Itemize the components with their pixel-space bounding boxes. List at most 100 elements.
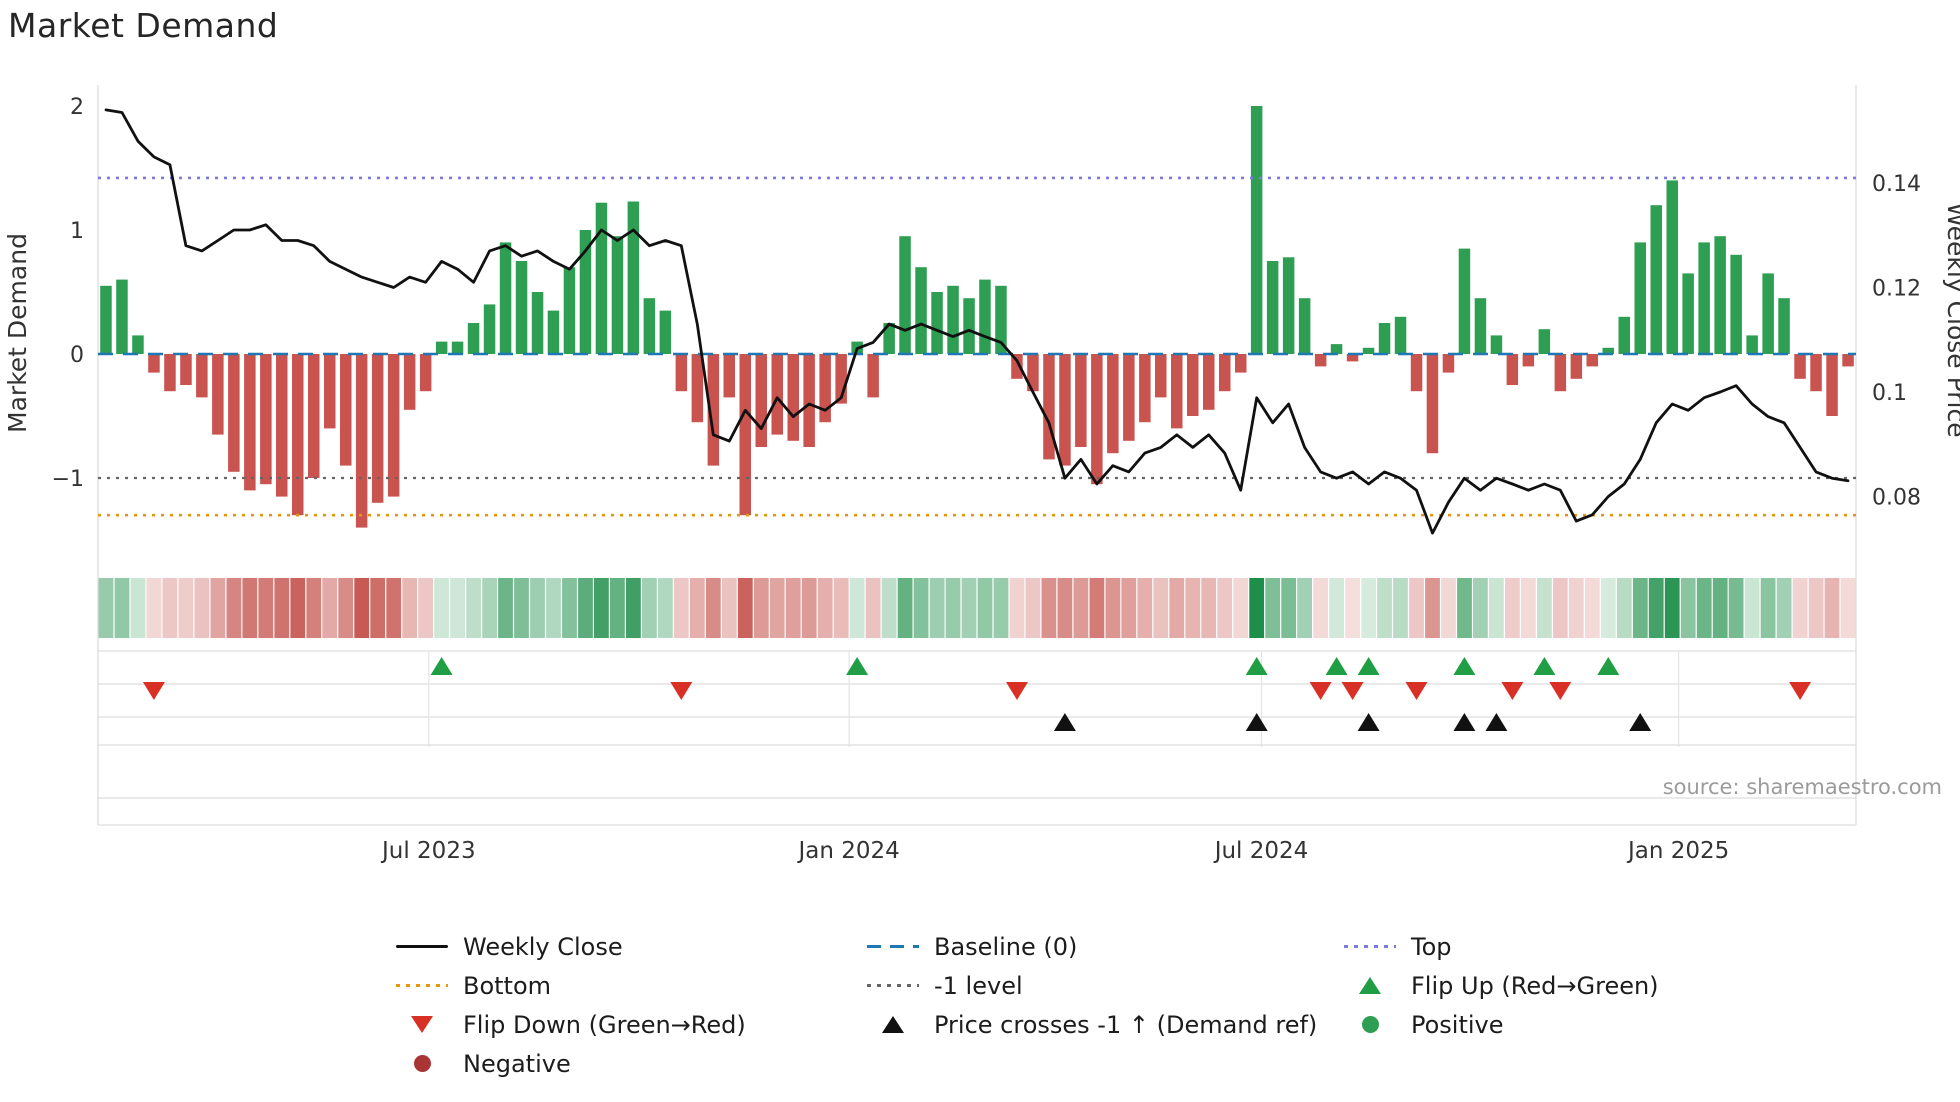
page-title: Market Demand [8, 6, 279, 45]
flip-down-marker [1549, 682, 1572, 700]
demand-bar-positive [1698, 242, 1710, 354]
heatmap-cell [1377, 578, 1392, 638]
demand-bar-negative [739, 354, 751, 516]
heatmap-cell [1361, 578, 1376, 638]
demand-bar-positive [451, 341, 464, 354]
heatmap-cell [1728, 578, 1744, 638]
demand-bar-positive [1682, 273, 1694, 354]
heatmap-cell [1776, 578, 1792, 638]
demand-bar-negative [1570, 354, 1583, 379]
flip-down-marker [1309, 682, 1332, 700]
heatmap-cell [258, 578, 274, 638]
legend-column-2: Baseline (0) -1 level Price crosses -1 ↑… [867, 927, 1317, 1044]
demand-bar-negative [1522, 354, 1535, 367]
heatmap-cell [1169, 578, 1185, 638]
heatmap-cell [1441, 578, 1456, 638]
demand-bar-negative [691, 354, 704, 423]
demand-bar-positive [435, 341, 448, 354]
heatmap-cell [322, 578, 338, 638]
legend-item-flip-up: Flip Up (Red→Green) [1344, 966, 1659, 1005]
demand-bar-positive [1634, 242, 1646, 354]
demand-bar-negative [803, 354, 815, 447]
heatmap-cell [1057, 578, 1073, 638]
heatmap-cell [1840, 578, 1856, 638]
legend-item-price-crosses: Price crosses -1 ↑ (Demand ref) [867, 1005, 1317, 1044]
flip-up-marker [846, 657, 869, 675]
demand-bar-positive [1730, 254, 1742, 354]
demand-bar-positive [116, 279, 128, 354]
heatmap-cell [1680, 578, 1696, 638]
right-axis-tick-label: 0.1 [1872, 381, 1907, 406]
heatmap-cell [1521, 578, 1536, 638]
heatmap-cell [833, 578, 849, 638]
heatmap-cell [769, 578, 785, 638]
heatmap-cell [977, 578, 993, 638]
demand-bar-negative [355, 354, 368, 528]
heatmap-cell [1505, 578, 1520, 638]
flip-down-marker [1789, 682, 1812, 700]
heatmap-cell [114, 578, 130, 638]
demand-bar-positive [995, 285, 1007, 354]
flip-up-marker [1597, 657, 1620, 675]
heatmap-cell [354, 578, 370, 638]
heatmap-cell [1537, 578, 1552, 638]
demand-bar-negative [403, 354, 416, 410]
demand-bar-positive [1490, 335, 1503, 354]
demand-bar-positive [1618, 316, 1630, 354]
heatmap-cell [610, 578, 625, 638]
heatmap-cell [1664, 578, 1680, 638]
heatmap-cell [1297, 578, 1312, 638]
heatmap-cell [1105, 578, 1121, 638]
x-axis-tick-label: Jul 2024 [1213, 838, 1309, 864]
heatmap-cell [306, 578, 322, 638]
heatmap-cell [402, 578, 418, 638]
heatmap-cell [338, 578, 354, 638]
demand-bar-positive [1538, 329, 1551, 354]
demand-bar-negative [1043, 354, 1055, 460]
heatmap-cell [1584, 578, 1600, 638]
heatmap-cell [1153, 578, 1169, 638]
demand-bar-negative [1442, 354, 1455, 373]
negative-dot-icon [396, 1055, 448, 1072]
flip-down-marker [1341, 682, 1364, 700]
heatmap-cell [1265, 578, 1281, 638]
demand-bar-negative [787, 354, 799, 441]
positive-dot-icon [1344, 1016, 1396, 1033]
heatmap-cell [498, 578, 513, 638]
flip-down-marker [1405, 682, 1428, 700]
right-axis-tick-label: 0.12 [1872, 277, 1921, 302]
heatmap-cell [418, 578, 433, 638]
heatmap-cell [897, 578, 913, 638]
heatmap-cell [785, 578, 801, 638]
demand-bar-positive [1762, 273, 1774, 354]
legend-item-bottom: Bottom [396, 966, 746, 1005]
demand-bar-negative [1554, 354, 1567, 392]
price-cross-marker [1485, 713, 1508, 731]
flip-up-marker [1533, 657, 1556, 675]
heatmap-cell [1409, 578, 1424, 638]
heatmap-cell [1808, 578, 1824, 638]
heatmap-cell [578, 578, 593, 638]
demand-bar-negative [867, 354, 879, 398]
heatmap-cell [386, 578, 402, 638]
flip-down-marker [1501, 682, 1524, 700]
legend-item-top: Top [1344, 927, 1659, 966]
heatmap-cell [1457, 578, 1472, 638]
demand-bar-negative [260, 354, 272, 485]
left-axis-tick-label: 2 [70, 95, 84, 120]
demand-bar-positive [899, 236, 911, 354]
demand-bar-positive [132, 335, 144, 354]
demand-bar-negative [1410, 354, 1423, 392]
demand-bar-positive [1778, 298, 1790, 354]
demand-bar-negative [835, 354, 847, 404]
price-cross-marker [1629, 713, 1652, 731]
heatmap-cell [881, 578, 897, 638]
heatmap-cell [194, 578, 210, 638]
demand-bar-positive [915, 267, 927, 354]
heatmap-cell [466, 578, 481, 638]
demand-bar-negative [244, 354, 256, 491]
heatmap-cell [1489, 578, 1504, 638]
heatmap-cell [1089, 578, 1105, 638]
heatmap-cell [274, 578, 290, 638]
legend-item-flip-down: Flip Down (Green→Red) [396, 1005, 746, 1044]
